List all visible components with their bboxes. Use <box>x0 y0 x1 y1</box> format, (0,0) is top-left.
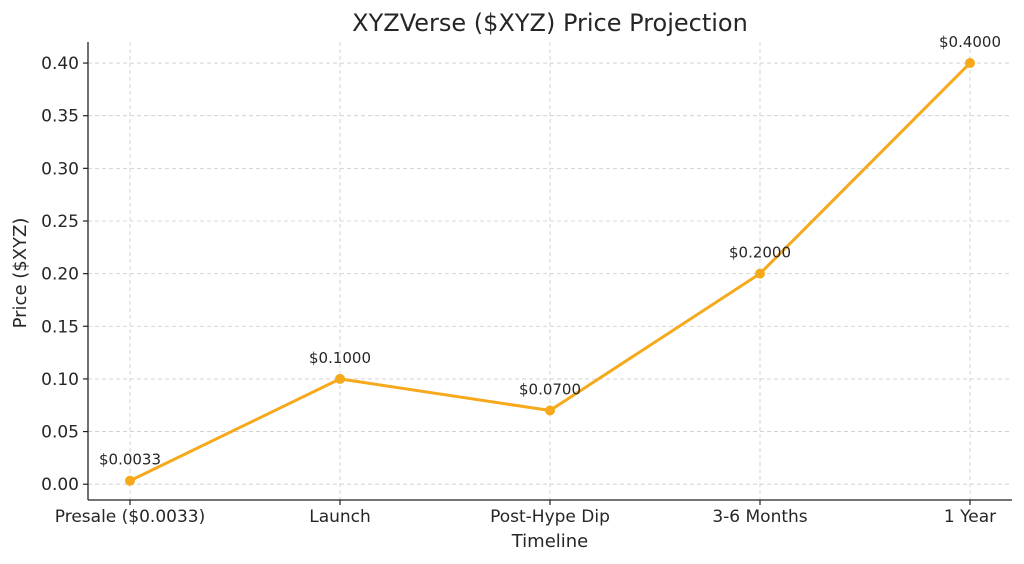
y-tick-label: 0.10 <box>41 370 79 390</box>
data-point <box>755 268 765 279</box>
data-label: $0.0700 <box>519 381 581 399</box>
y-axis-label: Price ($XYZ) <box>10 218 31 329</box>
price-line <box>128 61 972 483</box>
data-point <box>965 58 975 69</box>
x-tick-label: Presale ($0.0033) <box>55 507 205 527</box>
data-point <box>125 475 135 486</box>
data-label: $0.4000 <box>939 33 1001 51</box>
y-tick-label: 0.30 <box>41 159 79 179</box>
data-label: $0.2000 <box>729 244 791 262</box>
y-tick-label: 0.05 <box>41 423 79 443</box>
x-axis-ticks: Presale ($0.0033) Launch Post-Hype Dip 3-6 … <box>55 500 996 527</box>
x-tick-label: 1 Year <box>944 507 996 527</box>
x-tick-label: 3-6 Months <box>712 507 807 527</box>
x-tick-label: Post-Hype Dip <box>490 507 610 527</box>
y-tick-label: 0.20 <box>41 265 79 285</box>
series-group <box>125 58 975 486</box>
data-point <box>545 405 555 416</box>
data-labels: $0.0033 $0.1000 $0.0700 $0.2000 $0.4000 <box>99 33 1001 469</box>
x-axis-label: Timeline <box>511 531 589 552</box>
y-tick-label: 0.25 <box>41 212 79 232</box>
y-tick-label: 0.35 <box>41 107 79 127</box>
chart-title: XYZVerse ($XYZ) Price Projection <box>352 9 748 37</box>
data-point <box>335 373 345 384</box>
data-label: $0.0033 <box>99 451 161 469</box>
x-tick-label: Launch <box>309 507 371 527</box>
data-label: $0.1000 <box>309 349 371 367</box>
y-tick-label: 0.15 <box>41 317 79 337</box>
y-tick-label: 0.00 <box>41 475 79 495</box>
y-tick-label: 0.40 <box>41 54 79 74</box>
y-axis-ticks: 0.00 0.05 0.10 0.15 0.20 0.25 0.30 0.35 0.40 <box>41 54 88 495</box>
grid <box>88 42 1012 500</box>
